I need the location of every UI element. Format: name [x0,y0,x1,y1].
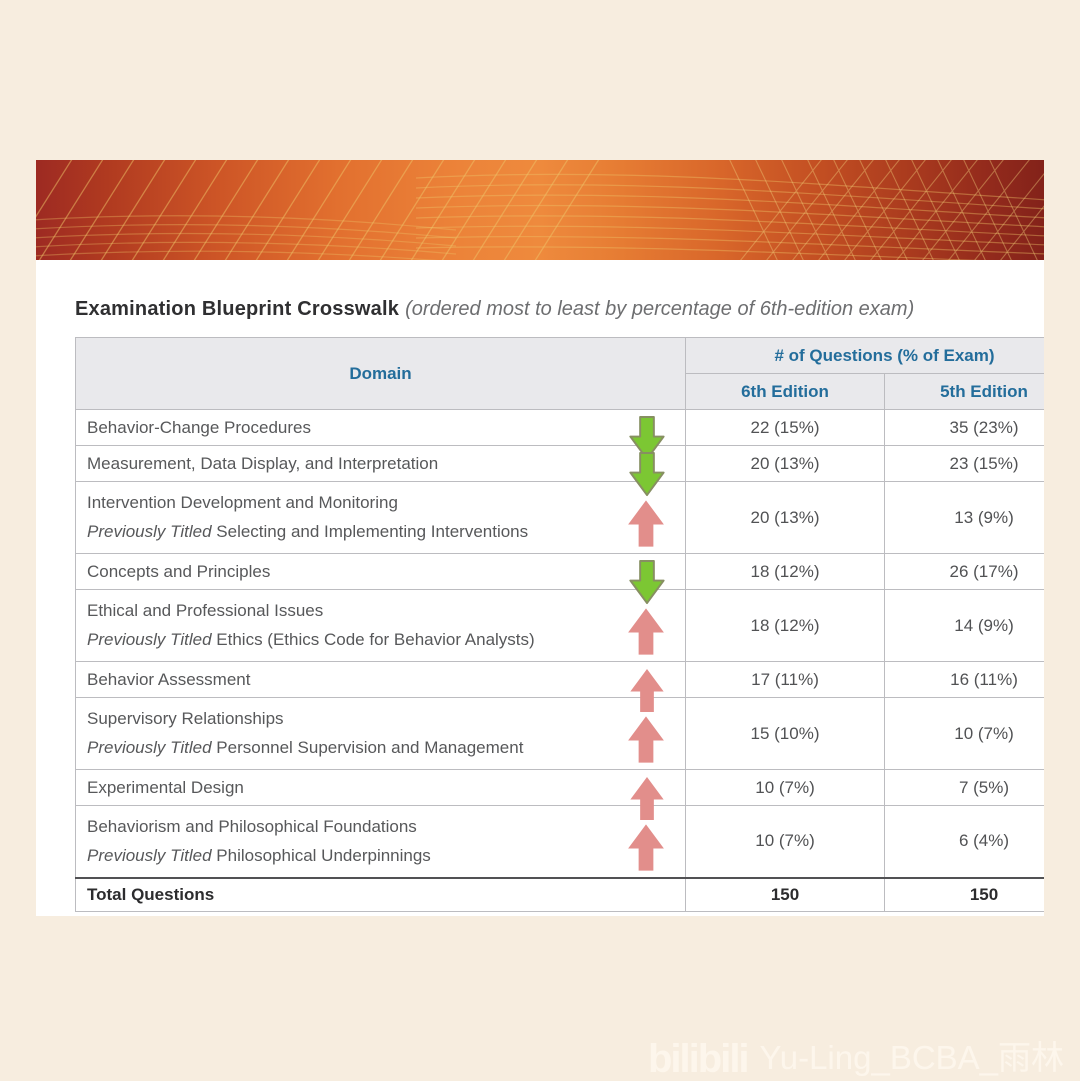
table-row: Intervention Development and Monitoring … [75,481,1044,554]
questions-6th-value: 15 (10%) [685,697,885,770]
table-row: Concepts and Principles 18 (12%) 26 (17%… [75,553,1044,605]
domain-previous-title: Previously Titled Philosophical Underpin… [87,845,431,865]
column-header-questions-group: # of Questions (% of Exam) [685,337,1044,374]
increase-arrow-icon [626,497,666,550]
content-sheet: Examination Blueprint Crosswalk (ordered … [36,260,1044,916]
domain-label: Intervention Development and Monitoring [87,493,398,512]
domain-label: Supervisory Relationships [87,709,284,728]
table-row: Behavior-Change Procedures 22 (15%) 35 (… [75,409,1044,461]
questions-6th-value: 18 (12%) [685,553,885,590]
page-title-subtitle: (ordered most to least by percentage of … [405,298,915,320]
table-row: Ethical and Professional Issues Previous… [75,589,1044,662]
increase-arrow-icon [626,713,666,766]
column-header-domain: Domain [75,337,686,410]
watermark-username: Yu-Ling_BCBA_雨林 [759,1039,1065,1076]
questions-6th-value: 18 (12%) [685,589,885,662]
domain-previous-title: Previously Titled Personnel Supervision … [87,738,524,757]
table-row: Experimental Design 10 (7%) 7 (5%) [75,769,1044,821]
questions-5th-value: 14 (9%) [884,589,1044,662]
bilibili-logo: bilibili [648,1037,750,1081]
table-row: Measurement, Data Display, and Interpret… [75,445,1044,497]
total-6th-value: 150 [685,876,885,912]
domain-label: Behaviorism and Philosophical Foundation… [87,816,417,836]
questions-6th-value: 22 (15%) [685,409,885,446]
table-row: Behavior Assessment 17 (11%) 16 (11%) [75,661,1044,713]
questions-6th-value: 17 (11%) [685,661,885,698]
questions-6th-value: 20 (13%) [685,445,885,482]
decrease-arrow-icon [628,415,666,462]
questions-5th-value: 10 (7%) [884,697,1044,770]
table-header-row-1: Domain # of Questions (% of Exam) [75,337,1044,410]
domain-label: Experimental Design [87,777,244,797]
questions-5th-value: 6 (4%) [884,805,1044,878]
decrease-arrow-icon [628,559,666,606]
questions-5th-value: 13 (9%) [884,481,1044,554]
column-header-6th-edition: 6th Edition [685,373,885,410]
blueprint-crosswalk-table: Domain # of Questions (% of Exam) 6th Ed… [75,337,1044,912]
domain-label: Behavior Assessment [87,669,251,689]
table-total-row: Total Questions 150 150 [75,876,1044,912]
page-title: Examination Blueprint Crosswalk (ordered … [75,296,1044,322]
questions-5th-value: 23 (15%) [884,445,1044,482]
questions-6th-value: 10 (7%) [685,769,885,806]
questions-5th-value: 16 (11%) [884,661,1044,698]
domain-label: Ethical and Professional Issues [87,601,324,620]
total-questions-label: Total Questions [75,876,686,912]
increase-arrow-icon [628,667,666,714]
decorative-banner [36,160,1044,260]
domain-label: Concepts and Principles [87,561,271,581]
column-header-5th-edition: 5th Edition [884,373,1044,410]
increase-arrow-icon [626,605,666,658]
domain-label: Behavior-Change Procedures [87,417,311,437]
domain-previous-title: Previously Titled Selecting and Implemen… [87,522,529,541]
questions-5th-value: 26 (17%) [884,553,1044,590]
watermark: bilibili Yu-Ling_BCBA_雨林 [648,1030,1064,1080]
banner-line-pattern [36,160,1044,260]
total-5th-value: 150 [884,876,1044,912]
questions-5th-value: 35 (23%) [884,409,1044,446]
domain-previous-title: Previously Titled Ethics (Ethics Code fo… [87,630,535,649]
questions-5th-value: 7 (5%) [884,769,1044,806]
increase-arrow-icon [628,775,666,822]
increase-arrow-icon [626,821,666,874]
domain-label: Measurement, Data Display, and Interpret… [87,453,439,473]
table-row: Supervisory Relationships Previously Tit… [75,697,1044,770]
questions-6th-value: 20 (13%) [685,481,885,554]
table-row: Behaviorism and Philosophical Foundation… [75,805,1044,878]
page-title-bold: Examination Blueprint Crosswalk [75,298,400,320]
decrease-arrow-icon [628,451,666,498]
questions-6th-value: 10 (7%) [685,805,885,878]
